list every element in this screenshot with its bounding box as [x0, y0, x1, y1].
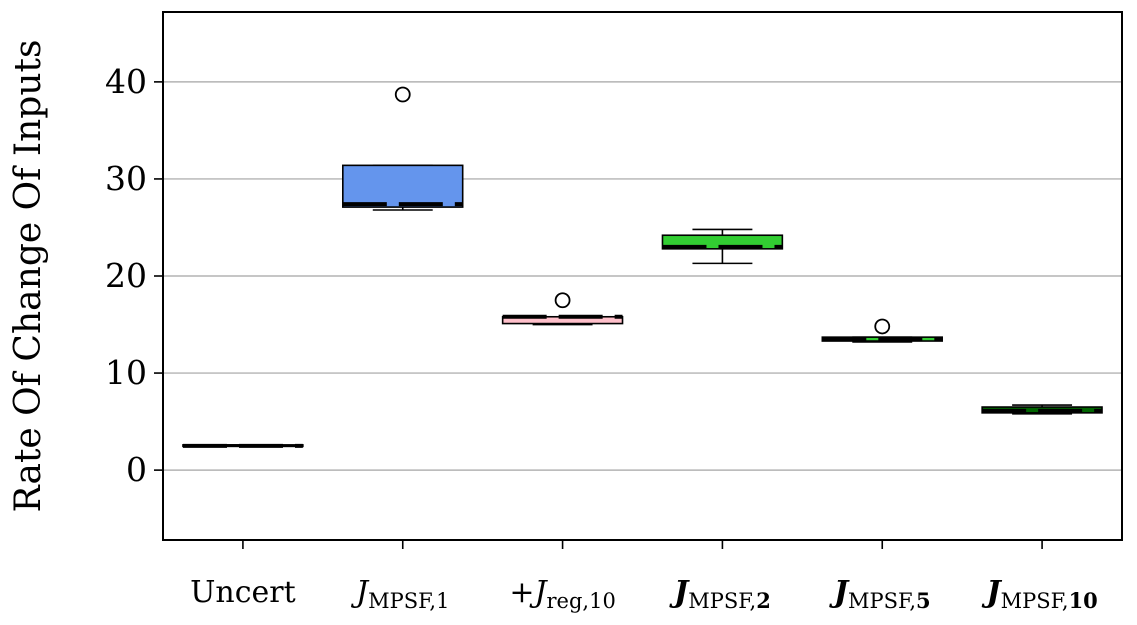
box-3 [661, 228, 784, 265]
box-5 [981, 404, 1103, 415]
x-tick-label-1-part-1: MPSF,1 [368, 589, 449, 613]
y-tick-label-2: 20 [105, 256, 147, 295]
x-axis-ticks: Uncert JMPSF,1 +Jreg,10 JMPSF,2 JMPSF,5 JMPSF… [190, 540, 1098, 613]
box-1 [342, 86, 464, 211]
y-tick-label-0: 0 [126, 450, 147, 489]
x-tick-label-4-part-1: MPSF, [848, 589, 916, 613]
box-4-outlier-0 [874, 318, 891, 335]
x-tick-label-4-part-2: 5 [916, 588, 931, 613]
box-series [182, 86, 1103, 448]
x-tick-label-3-part-1: MPSF, [688, 589, 756, 613]
box-4 [821, 318, 943, 343]
gridlines [163, 81, 1122, 471]
x-tick-label-5-part-0: J [981, 575, 1002, 610]
x-tick-label-2-part-2: reg,10 [547, 589, 616, 613]
x-tick-label-3-part-0: J [669, 575, 690, 610]
y-tick-label-3: 30 [105, 159, 147, 198]
box-2 [501, 292, 624, 326]
x-tick-label-3: JMPSF,2 [669, 575, 771, 613]
y-tick-label-4: 40 [105, 62, 147, 101]
x-tick-label-5-part-2: 10 [1069, 588, 1098, 613]
x-tick-label-1: JMPSF,1 [350, 575, 449, 613]
box-1-outlier-0 [394, 86, 411, 103]
x-tick-label-2: +Jreg,10 [509, 575, 615, 613]
box-0 [182, 443, 304, 448]
box-1-iqr [342, 164, 464, 208]
y-tick-label-1: 10 [105, 353, 147, 392]
x-tick-label-4: JMPSF,5 [829, 575, 931, 613]
y-axis-title: Rate Of Change Of Inputs [8, 40, 49, 513]
x-tick-label-0: Uncert [190, 575, 296, 610]
x-tick-label-2-part-0: + [509, 575, 534, 610]
x-tick-label-1-part-0: J [350, 575, 370, 610]
x-tick-label-5: JMPSF,10 [981, 575, 1097, 613]
x-tick-label-0-part-0: Uncert [190, 575, 296, 610]
x-tick-label-3-part-2: 2 [756, 588, 771, 613]
x-tick-label-5-part-1: MPSF, [1001, 589, 1069, 613]
box-2-outlier-0 [554, 292, 571, 309]
x-tick-label-4-part-0: J [829, 575, 850, 610]
y-axis-ticks: 0 10 20 30 40 [105, 62, 163, 489]
